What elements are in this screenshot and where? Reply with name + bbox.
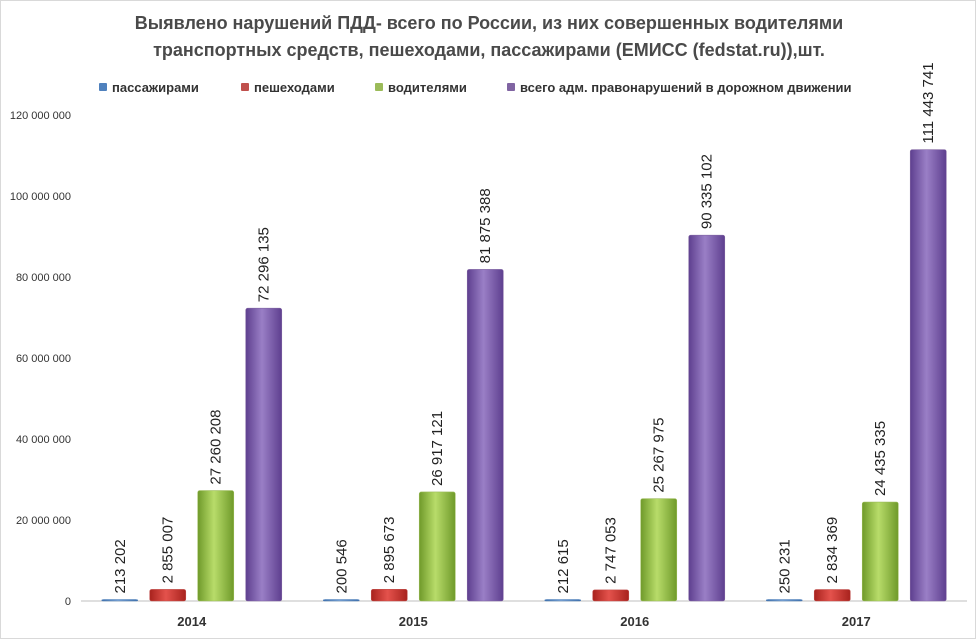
legend-item-pedestrians: пешеходами — [241, 77, 335, 97]
data-label-2016-series-2: 25 267 975 — [651, 418, 668, 493]
data-label-2016-series-3: 90 335 102 — [699, 154, 716, 229]
bar-2014-series-2 — [197, 490, 235, 602]
data-label-2014-series-0: 213 202 — [112, 539, 129, 593]
y-tick-label: 100 000 000 — [10, 191, 71, 203]
data-label-2015-series-1: 2 895 673 — [381, 517, 398, 584]
data-label-2015-series-2: 26 917 121 — [429, 411, 446, 486]
data-label-2014-series-1: 2 855 007 — [160, 517, 177, 584]
y-tick-label: 80 000 000 — [16, 272, 71, 284]
x-axis-labels: 2014 2015 2016 2017 — [177, 614, 870, 629]
y-axis-ticks: 0 20 000 000 40 000 000 60 000 000 80 000 00… — [10, 110, 71, 608]
chart-title-line-1: Выявлено нарушений ПДД- всего по России,… — [134, 13, 844, 33]
bars-group — [101, 149, 947, 602]
y-tick-label: 60 000 000 — [16, 353, 71, 365]
x-tick-label-2017: 2017 — [842, 614, 871, 629]
bar-2015-series-1 — [370, 588, 408, 602]
legend-item-passengers: пассажирами — [99, 77, 199, 97]
y-tick-label: 0 — [65, 596, 71, 608]
data-label-2015-series-3: 81 875 388 — [477, 188, 494, 263]
y-tick-label: 120 000 000 — [10, 110, 71, 122]
data-label-2017-series-2: 24 435 335 — [872, 421, 889, 496]
data-label-2016-series-1: 2 747 053 — [603, 517, 620, 584]
y-tick-label: 20 000 000 — [16, 515, 71, 527]
legend-label-drivers: водителями — [388, 79, 467, 95]
data-labels-group: 213 202 2 855 007 27 260 208 72 296 135 200 … — [112, 62, 938, 593]
bar-2015-series-0 — [322, 599, 360, 602]
bar-2014-series-3 — [245, 307, 283, 602]
bar-2016-series-3 — [688, 234, 726, 602]
x-tick-label-2016: 2016 — [620, 614, 649, 629]
data-label-2017-series-1: 2 834 369 — [824, 517, 841, 584]
bar-2017-series-0 — [765, 599, 803, 602]
y-tick-label: 40 000 000 — [16, 434, 71, 446]
legend-label-passengers: пассажирами — [112, 79, 199, 95]
legend-item-drivers: водителями — [375, 77, 467, 97]
bar-2017-series-1 — [813, 589, 851, 602]
legend-swatch-drivers — [375, 83, 383, 91]
data-label-2015-series-0: 200 546 — [333, 539, 350, 593]
chart-title-line-2: транспортных средств, пешеходами, пассаж… — [153, 40, 825, 60]
legend-swatch-passengers — [99, 83, 107, 91]
bar-2016-series-0 — [544, 599, 582, 602]
bar-2015-series-2 — [418, 491, 456, 602]
data-label-2016-series-0: 212 615 — [555, 539, 572, 593]
x-tick-label-2014: 2014 — [177, 614, 207, 629]
bar-2017-series-2 — [861, 501, 899, 602]
data-label-2014-series-3: 72 296 135 — [256, 227, 273, 302]
data-label-2014-series-2: 27 260 208 — [208, 410, 225, 485]
bar-2014-series-1 — [149, 589, 187, 602]
legend-item-total: всего адм. правонарушений в дорожном дви… — [507, 77, 852, 97]
bar-2017-series-3 — [909, 149, 947, 602]
chart-legend: пассажирами пешеходами водителями всего … — [1, 77, 976, 97]
legend-label-total: всего адм. правонарушений в дорожном дви… — [520, 79, 852, 95]
x-tick-label-2015: 2015 — [399, 614, 428, 629]
data-label-2017-series-3: 111 443 741 — [920, 62, 937, 143]
legend-label-pedestrians: пешеходами — [254, 79, 335, 95]
bar-2014-series-0 — [101, 599, 139, 602]
bar-2015-series-3 — [466, 269, 504, 602]
legend-swatch-pedestrians — [241, 83, 249, 91]
bar-2016-series-1 — [592, 589, 630, 602]
bar-2016-series-2 — [640, 498, 678, 602]
data-label-2017-series-0: 250 231 — [776, 539, 793, 593]
legend-swatch-total — [507, 83, 515, 91]
